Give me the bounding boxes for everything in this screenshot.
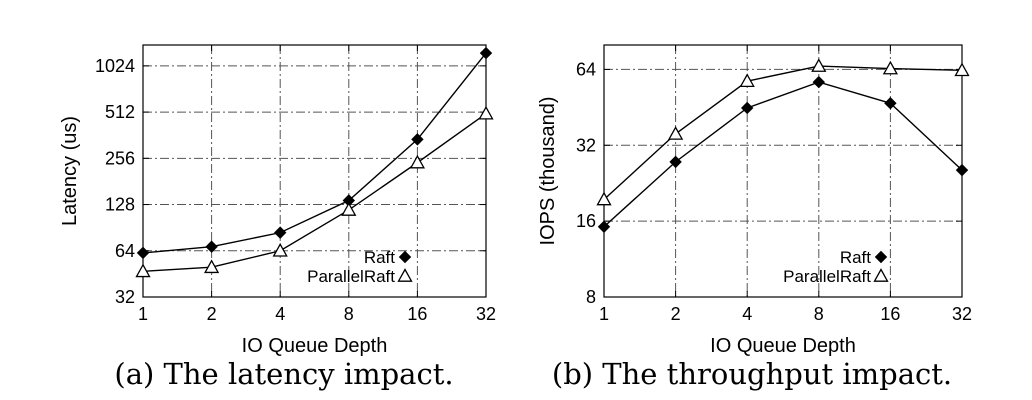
chart-1-legend-marker-1: [873, 268, 889, 282]
chart-0-ytick-label-3: 256: [105, 148, 135, 168]
chart-1-series-1-point-5: [954, 62, 970, 77]
chart-1-series-0-point-2: [740, 101, 754, 115]
chart-1-ytick-label-0: 8: [586, 287, 596, 307]
chart-0-xtick-label-1: 2: [207, 304, 217, 324]
chart-1-series-1-point-4: [882, 60, 899, 75]
chart-1-legend-label-0: Raft: [840, 248, 871, 267]
chart-1-series-0-point-5: [955, 163, 969, 177]
chart-1-xtick-label-4: 16: [880, 304, 900, 324]
chart-0-legend-label-0: Raft: [364, 248, 395, 267]
chart-1-ytick-label-3: 64: [576, 59, 596, 79]
chart-1-caption: (b) The throughput impact.: [552, 357, 952, 391]
chart-0-series-1-point-2: [272, 242, 288, 257]
chart-0-legend-marker-0: [398, 250, 412, 264]
chart-0-xtick-label-2: 4: [275, 304, 285, 324]
chart-1-series-1-line: [603, 65, 963, 201]
chart-1-xtick-label-3: 8: [814, 304, 824, 324]
chart-0-series-1-line: [142, 113, 487, 273]
chart-0-series-0: [136, 46, 493, 260]
chart-1-series-1-point-1: [667, 126, 684, 140]
chart-1-series-0-line: [603, 81, 963, 228]
chart-0-x-axis-title: IO Queue Depth: [242, 335, 388, 357]
chart-1-series-1-point-3: [811, 58, 827, 72]
chart-0-legend-marker-1: [397, 268, 413, 282]
chart-0-series-1-point-0: [135, 263, 151, 278]
chart-0-xtick-label-5: 32: [476, 304, 496, 324]
chart-0-ytick-label-2: 128: [105, 195, 135, 215]
chart-0-legend-label-1: ParallelRaft: [307, 267, 395, 286]
chart-1-legend-label-1: ParallelRaft: [783, 267, 871, 286]
chart-1-legend-marker-0: [874, 250, 888, 264]
chart-1-x-axis-title: IO Queue Depth: [710, 335, 856, 357]
chart-1-ytick-label-1: 16: [576, 211, 596, 231]
chart-0-series-0-point-1: [205, 240, 218, 253]
chart-0-ytick-label-4: 512: [105, 102, 135, 122]
chart-0-series-0-point-0: [136, 246, 150, 260]
chart-0-series-0-line: [142, 52, 487, 254]
chart-1-series-1-point-0: [596, 191, 612, 206]
chart-1-xtick-label-0: 1: [599, 304, 609, 324]
chart-1-xtick-label-2: 4: [742, 304, 752, 324]
chart-0-series-0-point-4: [411, 133, 424, 146]
chart-0-series-0-point-2: [273, 226, 287, 239]
chart-0-series-1: [135, 105, 494, 278]
chart-0-xtick-label-4: 16: [407, 304, 427, 324]
chart-1-series-0: [597, 75, 969, 233]
chart-0-series-1-point-5: [478, 105, 494, 120]
chart-1-plot-frame: [603, 44, 963, 298]
chart-0-series-0-point-5: [479, 46, 493, 60]
chart-0-y-axis-title: Latency (us): [59, 116, 81, 226]
chart-0-series-1-point-4: [409, 154, 426, 169]
chart-0: 1 2 4 8 16 32 32 64 128 256 512 1024 IO Queue Depth L…: [59, 44, 496, 391]
chart-1-series-0-point-4: [884, 97, 897, 110]
chart-0-ytick-label-0: 32: [115, 287, 135, 307]
chart-0-ytick-label-5: 1024: [95, 56, 135, 76]
chart-1-xtick-label-5: 32: [952, 304, 972, 324]
chart-1-series-0-point-1: [669, 155, 682, 169]
chart-1-series-1: [596, 58, 970, 206]
chart-1-ytick-label-2: 32: [576, 135, 596, 155]
chart-0-plot-frame: [142, 44, 487, 298]
chart-1-y-axis-title: IOPS (thousand): [537, 97, 559, 246]
chart-1-series-1-point-2: [739, 73, 755, 87]
chart-0-series-1-point-1: [203, 259, 220, 274]
chart-0-series-1-point-3: [341, 202, 357, 216]
chart-0-caption: (a) The latency impact.: [114, 357, 453, 391]
chart-1-series-0-point-3: [812, 75, 826, 89]
chart-1-series-0-point-0: [597, 220, 611, 233]
chart-0-xtick-label-0: 1: [138, 304, 148, 324]
chart-0-ytick-label-1: 64: [115, 241, 135, 261]
chart-1: 1 2 4 8 16 32 8 16 32 64 IO Queue Depth IOPS (thous…: [537, 44, 972, 391]
chart-1-xtick-label-1: 2: [671, 304, 681, 324]
chart-0-xtick-label-3: 8: [344, 304, 354, 324]
